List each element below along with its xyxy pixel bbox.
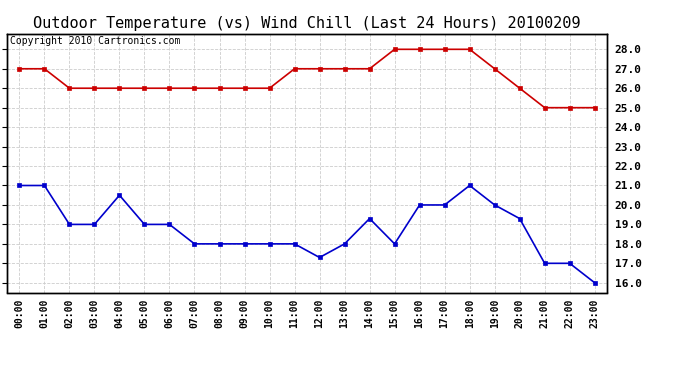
- Text: Copyright 2010 Cartronics.com: Copyright 2010 Cartronics.com: [10, 36, 180, 46]
- Title: Outdoor Temperature (vs) Wind Chill (Last 24 Hours) 20100209: Outdoor Temperature (vs) Wind Chill (Las…: [33, 16, 581, 31]
